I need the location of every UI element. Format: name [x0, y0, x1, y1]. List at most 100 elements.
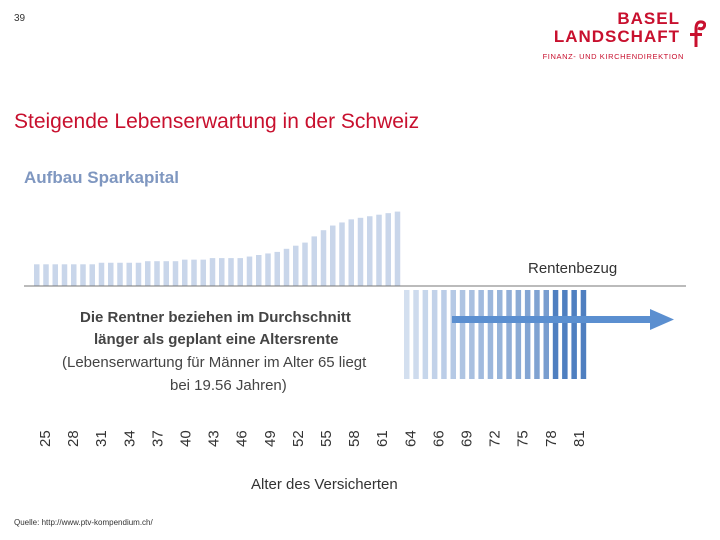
pension-bar-age-76: [506, 290, 512, 379]
saving-bar-age-30: [80, 264, 86, 286]
arrow-shaft: [452, 316, 652, 323]
arrow-head: [650, 309, 674, 330]
pension-bar-age-72: [469, 290, 475, 379]
saving-bar-age-52: [283, 248, 290, 286]
annotation-line-4: bei 19.56 Jahren): [170, 377, 287, 394]
pension-bar-age-78: [524, 290, 531, 379]
saving-bar-age-48: [246, 256, 253, 286]
saving-bar-age-38: [154, 261, 160, 286]
logo-line-department: FINANZ- UND KIRCHENDIREKTION: [542, 52, 684, 61]
saving-bar-age-62: [376, 214, 382, 286]
saving-bar-age-28: [61, 264, 68, 286]
pension-bar-age-70: [450, 290, 456, 379]
age-tick-labels: 25 28 31 34 37 40 43 46 49 52 55 58 61 64 66 69 72 75 78 81: [37, 430, 588, 447]
tick-label-66: 66: [430, 430, 447, 447]
pension-bar-age-83: [571, 290, 577, 379]
tick-label-72: 72: [487, 430, 504, 447]
tick-label-55: 55: [318, 430, 335, 447]
saving-bar-age-51: [274, 251, 280, 286]
saving-bar-age-37: [145, 261, 151, 286]
pension-bars: [404, 290, 587, 379]
tick-label-64: 64: [402, 430, 419, 447]
chart-title: Aufbau Sparkapital: [24, 168, 179, 187]
annotation-line-3: (Lebenserwartung für Männer im Alter 65 …: [62, 354, 367, 371]
basel-landschaft-logo: BASEL LANDSCHAFT FINANZ- UND KIRCHENDIRE…: [542, 9, 706, 61]
pension-bar-age-77: [515, 290, 522, 379]
pension-bar-age-81: [552, 290, 559, 379]
tick-label-58: 58: [346, 430, 363, 447]
tick-label-75: 75: [515, 430, 532, 447]
annotation-line-2: länger als geplant eine Altersrente: [94, 331, 339, 348]
slide-title: Steigende Lebenserwartung in der Schweiz: [14, 110, 420, 133]
pension-bar-age-67: [422, 290, 429, 379]
saving-bar-age-27: [52, 264, 58, 286]
saving-bar-age-46: [228, 258, 234, 286]
saving-bar-age-33: [108, 262, 114, 286]
saving-bar-age-39: [163, 261, 169, 286]
saving-bar-age-50: [265, 253, 271, 286]
saving-bar-age-58: [339, 222, 345, 286]
tick-label-78: 78: [543, 430, 560, 447]
pension-bar-age-66: [413, 290, 419, 379]
logo-line-landschaft: LANDSCHAFT: [553, 27, 680, 46]
x-axis-label: Alter des Versicherten: [251, 476, 398, 493]
tick-label-37: 37: [149, 430, 166, 447]
life-expectancy-chart: Aufbau Sparkapital Rentenbezug Die Rentn…: [24, 168, 686, 493]
pension-phase-label: Rentenbezug: [528, 260, 617, 277]
saving-bar-age-45: [219, 258, 225, 286]
saving-bar-age-64: [394, 211, 401, 286]
saving-bar-age-44: [209, 258, 216, 286]
annotation: Die Rentner beziehen im Durchschnitt län…: [62, 309, 367, 394]
pension-bar-age-75: [497, 290, 503, 379]
saving-bar-age-60: [357, 217, 364, 286]
chart-container: Aufbau Sparkapital Rentenbezug Die Rentn…: [14, 155, 704, 500]
tick-label-31: 31: [93, 430, 110, 447]
saving-bar-age-61: [367, 216, 373, 286]
saving-bar-age-32: [98, 262, 105, 286]
pension-bar-age-79: [534, 290, 540, 379]
saving-bar-age-47: [237, 258, 243, 286]
tick-label-34: 34: [121, 430, 138, 447]
pension-bar-age-69: [441, 290, 447, 379]
saving-bars: [34, 211, 401, 286]
saving-bar-age-54: [302, 242, 308, 286]
saving-bar-age-53: [293, 245, 299, 286]
saving-bar-age-31: [89, 264, 95, 286]
pension-bar-age-71: [459, 290, 466, 379]
saving-bar-age-57: [330, 225, 336, 286]
pension-bar-age-68: [431, 290, 438, 379]
tick-label-46: 46: [234, 430, 251, 447]
bishops-staff-icon: [690, 20, 706, 47]
tick-label-25: 25: [37, 430, 54, 447]
tick-label-49: 49: [262, 430, 279, 447]
saving-bar-age-59: [348, 219, 354, 286]
saving-bar-age-56: [320, 230, 327, 286]
duration-arrow: [452, 309, 674, 330]
saving-bar-age-55: [311, 236, 317, 286]
pension-bar-age-82: [562, 290, 568, 379]
saving-bar-age-40: [172, 261, 179, 286]
pension-bar-age-73: [478, 290, 484, 379]
source-note: Quelle: http://www.ptv-kompendium.ch/: [14, 518, 153, 527]
saving-bar-age-42: [191, 259, 197, 286]
tick-label-43: 43: [206, 430, 223, 447]
saving-bar-age-63: [385, 213, 391, 286]
page-number: 39: [14, 13, 26, 24]
tick-label-28: 28: [65, 430, 82, 447]
pension-bar-age-80: [543, 290, 549, 379]
saving-bar-age-34: [117, 262, 123, 286]
pension-bar-age-84: [580, 290, 587, 379]
saving-bar-age-35: [126, 262, 132, 286]
saving-bar-age-26: [43, 264, 49, 286]
annotation-line-1: Die Rentner beziehen im Durchschnitt: [80, 309, 351, 326]
tick-label-61: 61: [374, 430, 391, 447]
saving-bar-age-36: [135, 262, 142, 286]
saving-bar-age-29: [71, 264, 77, 286]
tick-label-69: 69: [459, 430, 476, 447]
saving-bar-age-41: [182, 259, 188, 286]
saving-bar-age-25: [34, 264, 40, 286]
tick-label-52: 52: [290, 430, 307, 447]
logo-line-basel: BASEL: [617, 9, 680, 28]
pension-bar-age-65: [404, 290, 410, 379]
pension-bar-age-74: [487, 290, 494, 379]
